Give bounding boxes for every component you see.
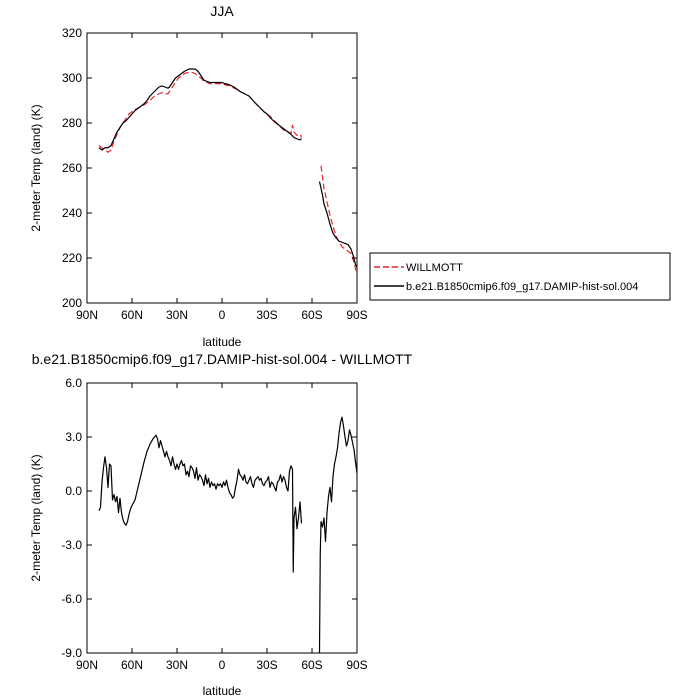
top-plot-title: JJA bbox=[210, 3, 234, 19]
bottom-x-tick-label: 30S bbox=[256, 658, 277, 672]
bottom-y-tick-label: -3.0 bbox=[61, 538, 82, 552]
bottom-y-tick-label: -6.0 bbox=[61, 592, 82, 606]
bottom-x-tick-label: 60S bbox=[301, 658, 322, 672]
top-y-tick-label: 300 bbox=[62, 71, 82, 85]
top-plot-frame bbox=[86, 32, 358, 304]
top-series-group bbox=[98, 68, 358, 272]
top-x-tick-label: 60S bbox=[301, 308, 322, 322]
bottom-panel: b.e21.B1850cmip6.f09_g17.DAMIP-hist-sol.… bbox=[29, 351, 413, 698]
bottom-y-axis-title: 2-meter Temp (land) (K) bbox=[29, 454, 43, 581]
bottom-series-group bbox=[98, 416, 358, 654]
top-series-line-b-e21-b1850cmip6-f09-g17-damip-hist-sol-004 bbox=[98, 68, 302, 151]
bottom-series-line-series-0 bbox=[98, 434, 303, 573]
top-y-tick-label: 240 bbox=[62, 206, 82, 220]
top-x-tick-label: 0 bbox=[219, 308, 226, 322]
bottom-plot-frame bbox=[86, 382, 358, 654]
top-panel: JJA 90N 60N 30N 0 30S 60S 90S 200 220 240 260 280 30… bbox=[29, 3, 368, 349]
top-x-axis-title: latitude bbox=[203, 335, 242, 349]
top-series-line-b-e21-b1850cmip6-f09-g17-damip-hist-sol-004 bbox=[318, 181, 358, 268]
top-y-tick-label: 320 bbox=[62, 26, 82, 40]
top-x-tick-label: 60N bbox=[121, 308, 143, 322]
top-y-tick-label: 260 bbox=[62, 161, 82, 175]
bottom-x-tick-label: 0 bbox=[219, 658, 226, 672]
legend-label-model: b.e21.B1850cmip6.f09_g17.DAMIP-hist-sol.… bbox=[406, 281, 638, 293]
top-y-tick-label: 200 bbox=[62, 296, 82, 310]
bottom-x-tick-label: 60N bbox=[121, 658, 143, 672]
bottom-axis-ticks: 90N 60N 30N 0 30S 60S 90S -9.0 -6.0 -3.0 0.0 3.0 6.0 bbox=[61, 376, 367, 672]
bottom-y-tick-label: 0.0 bbox=[65, 484, 82, 498]
top-y-tick-label: 220 bbox=[62, 251, 82, 265]
bottom-x-tick-label: 90S bbox=[346, 658, 367, 672]
bottom-x-tick-label: 30N bbox=[166, 658, 188, 672]
legend: WILLMOTT b.e21.B1850cmip6.f09_g17.DAMIP-… bbox=[369, 252, 671, 301]
bottom-y-tick-label: -9.0 bbox=[61, 646, 82, 660]
legend-label-willmott: WILLMOTT bbox=[406, 262, 463, 274]
legend-box bbox=[369, 252, 671, 301]
top-x-tick-label: 30N bbox=[166, 308, 188, 322]
top-y-axis-title: 2-meter Temp (land) (K) bbox=[29, 104, 43, 231]
top-y-tick-label: 280 bbox=[62, 116, 82, 130]
top-x-tick-label: 90S bbox=[346, 308, 367, 322]
top-x-tick-label: 30S bbox=[256, 308, 277, 322]
top-axis-ticks: 90N 60N 30N 0 30S 60S 90S 200 220 240 260 280 300 320 bbox=[62, 26, 368, 322]
bottom-y-tick-label: 6.0 bbox=[65, 376, 82, 390]
bottom-series-line-series-0 bbox=[318, 416, 358, 654]
top-series-line-willmott bbox=[320, 165, 358, 272]
bottom-x-axis-title: latitude bbox=[203, 684, 242, 698]
top-series-line-willmott bbox=[98, 71, 303, 153]
top-x-tick-label: 90N bbox=[76, 308, 98, 322]
bottom-plot-title: b.e21.B1850cmip6.f09_g17.DAMIP-hist-sol.… bbox=[32, 351, 413, 367]
bottom-x-tick-label: 90N bbox=[76, 658, 98, 672]
bottom-y-tick-label: 3.0 bbox=[65, 430, 82, 444]
